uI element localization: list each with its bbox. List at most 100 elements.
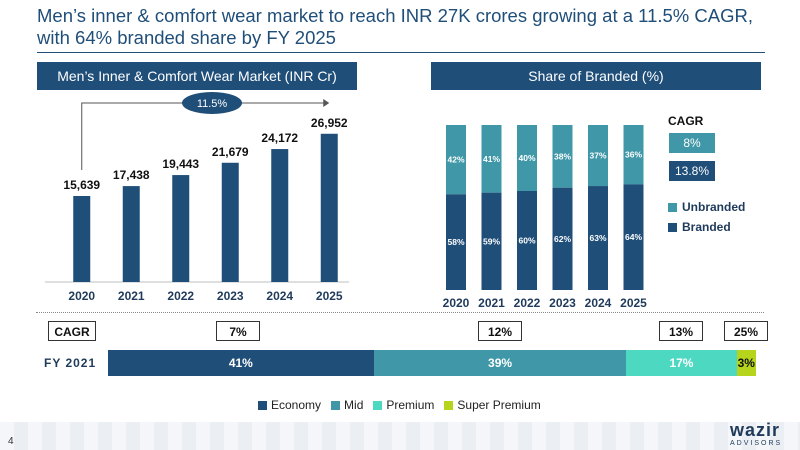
legend-label-economy: Economy xyxy=(271,398,322,412)
legend-label-branded: Branded xyxy=(682,220,731,234)
market-value-label-2023: 21,679 xyxy=(212,145,249,159)
slide-title-line-1: Men’s inner & comfort wear market to rea… xyxy=(37,5,753,26)
branded-x-tick-2023: 2023 xyxy=(549,296,576,310)
slide-title: Men’s inner & comfort wear market to rea… xyxy=(37,5,777,49)
unbranded-cagr-badge: 8% xyxy=(669,133,715,153)
branded-cagr-badge: 13.8% xyxy=(669,161,715,181)
market-bar-2024 xyxy=(271,149,289,282)
unbranded-label-2020: 42% xyxy=(447,155,464,165)
unbranded-label-2023: 38% xyxy=(554,151,571,161)
footer-pattern xyxy=(0,422,800,450)
segment-value-label-mid: 39% xyxy=(488,356,513,370)
unbranded-bar-2022 xyxy=(517,125,537,191)
segment-value-label-economy: 41% xyxy=(228,356,253,370)
segment-cagr-label: CAGR xyxy=(48,321,96,341)
segment-bar-premium: 17% xyxy=(626,350,737,376)
unbranded-label-2025: 36% xyxy=(625,150,642,160)
unbranded-label-2024: 37% xyxy=(589,151,606,161)
branded-bar-2025 xyxy=(623,184,644,290)
unbranded-bar-2023 xyxy=(552,125,573,188)
unbranded-bar-2020 xyxy=(446,125,466,195)
legend-swatch-unbranded xyxy=(668,202,677,212)
legend-item-mid: Mid xyxy=(331,398,363,412)
segment-mix-bar: 41% 39% 17% 3% xyxy=(108,350,756,376)
branded-label-2021: 59% xyxy=(483,236,500,246)
market-x-tick-2020: 2020 xyxy=(68,289,95,303)
title-divider xyxy=(37,52,765,53)
legend-label-super-premium: Super Premium xyxy=(457,398,541,412)
segment-legend: Economy Mid Premium Super Premium xyxy=(258,398,541,412)
legend-swatch-premium xyxy=(373,400,383,410)
unbranded-label-2021: 41% xyxy=(483,154,500,164)
unbranded-bar-2021 xyxy=(481,125,502,193)
branded-x-tick-2022: 2022 xyxy=(514,296,541,310)
market-bar-2020 xyxy=(73,195,91,282)
branded-chart-banner: Share of Branded (%) xyxy=(431,62,761,90)
branded-bar-2021 xyxy=(481,192,502,290)
page-number: 4 xyxy=(8,436,14,447)
legend-item-super-premium: Super Premium xyxy=(444,398,541,412)
cagr-annotation-label: 11.5% xyxy=(197,98,228,110)
branded-bar-2023 xyxy=(552,187,573,290)
branded-label-2020: 58% xyxy=(447,237,464,247)
market-x-tick-2024: 2024 xyxy=(266,289,293,303)
market-value-label-2021: 17,438 xyxy=(113,168,150,182)
unbranded-bar-2025 xyxy=(623,125,644,185)
market-bar-2023 xyxy=(221,162,239,282)
market-x-tick-2021: 2021 xyxy=(118,289,145,303)
legend-item-premium: Premium xyxy=(373,398,434,412)
cagr-arrow-line xyxy=(81,102,325,170)
segment-bar-mid: 39% xyxy=(373,350,627,376)
unbranded-bar-2024 xyxy=(588,125,608,187)
market-bar-2021 xyxy=(122,186,140,282)
branded-x-tick-2021: 2021 xyxy=(478,296,505,310)
branded-label-2024: 63% xyxy=(589,233,606,243)
legend-swatch-super-premium xyxy=(444,400,454,410)
branded-label-2023: 62% xyxy=(554,234,571,244)
market-value-label-2025: 26,952 xyxy=(311,116,348,130)
legend-item-unbranded: Unbranded xyxy=(668,200,745,214)
market-value-label-2022: 19,443 xyxy=(162,157,199,171)
market-x-tick-2023: 2023 xyxy=(217,289,244,303)
mid-cagr-badge: 12% xyxy=(478,321,522,341)
market-bar-2022 xyxy=(172,175,190,282)
market-x-tick-2025: 2025 xyxy=(316,289,343,303)
cagr-arrow-head xyxy=(323,99,330,107)
unbranded-label-2022: 40% xyxy=(518,153,535,163)
branded-x-tick-2024: 2024 xyxy=(585,296,612,310)
premium-cagr-badge: 13% xyxy=(659,321,703,341)
market-x-tick-2022: 2022 xyxy=(167,289,194,303)
branded-share-chart: 42% 58% 2020 41% 59% 2021 40% 60% 2022 38% 62% 2023… xyxy=(443,125,647,310)
section-divider xyxy=(36,312,764,313)
branded-bar-2020 xyxy=(446,194,466,290)
branded-bar-2024 xyxy=(588,186,608,290)
legend-label-mid: Mid xyxy=(344,398,364,412)
branded-label-2022: 60% xyxy=(518,236,535,246)
legend-swatch-branded xyxy=(668,222,677,232)
market-value-label-2024: 24,172 xyxy=(261,131,298,145)
market-size-chart: 15,639 2020 17,438 2021 19,443 2022 21,679 2023… xyxy=(45,92,349,303)
market-bar-2025 xyxy=(320,133,338,282)
super-premium-cagr-badge: 25% xyxy=(724,321,768,341)
company-logo-subtitle: ADVISORS xyxy=(730,440,783,447)
slide-title-line-2: with 64% branded share by FY 2025 xyxy=(37,27,336,48)
segment-bar-economy: 41% xyxy=(108,350,374,376)
segment-value-label-super-premium: 3% xyxy=(737,356,755,370)
company-logo: wazir xyxy=(730,420,781,440)
segment-row-label: FY 2021 xyxy=(44,356,97,370)
branded-bar-2022 xyxy=(517,191,537,290)
segment-bar-super-premium: 3% xyxy=(736,350,756,376)
legend-label-premium: Premium xyxy=(386,398,435,412)
segment-value-label-premium: 17% xyxy=(669,356,694,370)
legend-swatch-mid xyxy=(331,400,341,410)
branded-label-2025: 64% xyxy=(625,232,642,242)
legend-swatch-economy xyxy=(258,400,267,410)
market-value-label-2020: 15,639 xyxy=(63,178,100,192)
legend-item-branded: Branded xyxy=(668,220,731,234)
cagr-annotation-pill xyxy=(182,92,242,114)
market-chart-banner: Men’s Inner & Comfort Wear Market (INR C… xyxy=(37,62,357,90)
branded-x-tick-2020: 2020 xyxy=(443,296,470,310)
branded-cagr-title: CAGR xyxy=(668,114,704,128)
economy-cagr-badge: 7% xyxy=(216,321,260,341)
branded-x-tick-2025: 2025 xyxy=(620,296,647,310)
